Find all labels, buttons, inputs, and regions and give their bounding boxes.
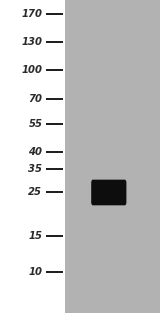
FancyBboxPatch shape — [91, 180, 126, 205]
Text: 25: 25 — [28, 187, 42, 198]
Text: 15: 15 — [28, 231, 42, 241]
Bar — [65, 0, 160, 313]
Text: 130: 130 — [21, 37, 42, 47]
Text: 70: 70 — [28, 94, 42, 104]
Text: 55: 55 — [28, 119, 42, 129]
Text: 35: 35 — [28, 164, 42, 174]
Text: 170: 170 — [21, 9, 42, 19]
Text: 40: 40 — [28, 147, 42, 157]
Text: 10: 10 — [28, 267, 42, 277]
Text: 100: 100 — [21, 65, 42, 75]
